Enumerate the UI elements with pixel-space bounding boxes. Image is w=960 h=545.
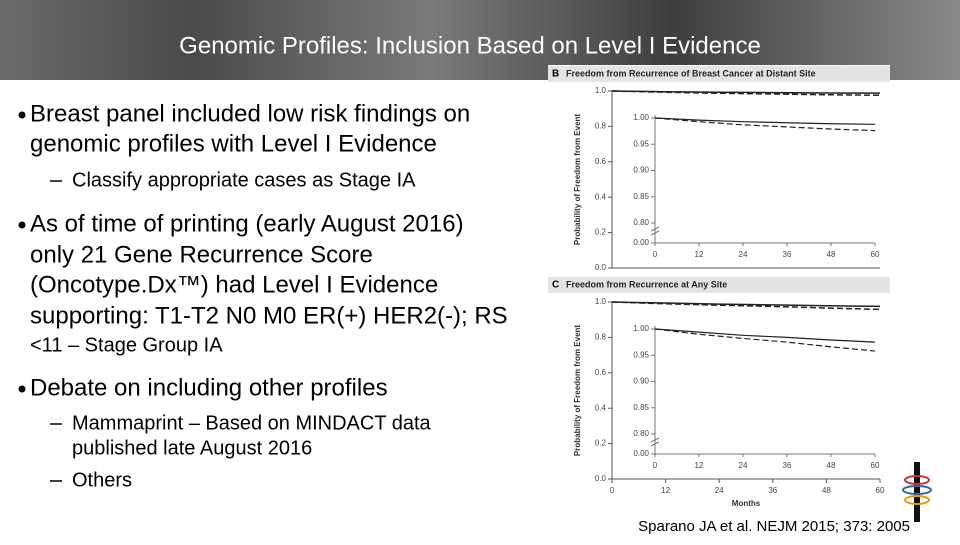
inset-y-tick-label: 0.95 bbox=[633, 350, 649, 359]
bullet-text: Breast panel included low risk findings … bbox=[30, 100, 470, 127]
inset-x-tick-label: 12 bbox=[695, 461, 704, 470]
x-axis-label: Months bbox=[732, 499, 761, 508]
panel-header bbox=[548, 277, 890, 293]
y-tick-label: 0.6 bbox=[595, 368, 607, 377]
inset-x-tick-label: 0 bbox=[653, 250, 658, 259]
inset-y-tick-label: 0.85 bbox=[633, 403, 649, 412]
y-tick-label: 0.4 bbox=[595, 403, 607, 412]
inset-x-tick-label: 12 bbox=[695, 250, 704, 259]
inset-x-tick-label: 24 bbox=[739, 250, 748, 259]
y-tick-label: 0.2 bbox=[595, 439, 607, 448]
inset-y-tick-label: 0.00 bbox=[633, 449, 649, 458]
inset-y-tick-label: 0.80 bbox=[633, 429, 649, 438]
panel-letter: C bbox=[552, 280, 559, 291]
y-tick-label: 1.0 bbox=[595, 86, 607, 95]
y-tick-label: 0.2 bbox=[595, 228, 607, 237]
inset-line-series bbox=[654, 117, 876, 125]
inset-x-tick-label: 60 bbox=[871, 250, 880, 259]
y-tick-label: 0.6 bbox=[595, 157, 607, 166]
inset-line-series bbox=[654, 328, 876, 343]
sub-bullet-text: Others bbox=[72, 469, 132, 491]
inset-x-tick-label: 24 bbox=[739, 461, 748, 470]
slide-title: Genomic Profiles: Inclusion Based on Lev… bbox=[179, 32, 761, 59]
x-tick-label: 60 bbox=[876, 486, 885, 495]
inset-x-tick-label: 60 bbox=[871, 461, 880, 470]
y-tick-label: 0.8 bbox=[595, 122, 607, 131]
y-tick-label: 0.4 bbox=[595, 192, 607, 201]
inset-x-tick-label: 36 bbox=[783, 461, 792, 470]
bullet-text: <11 – Stage Group IA bbox=[30, 334, 223, 356]
inset-axis-break bbox=[650, 437, 660, 447]
inset-line-series bbox=[654, 117, 876, 132]
inset-line-series bbox=[654, 328, 876, 352]
bullet-text: genomic profiles with Level I Evidence bbox=[30, 130, 437, 157]
x-tick-label: 12 bbox=[661, 486, 670, 495]
inset-x-tick-label: 48 bbox=[827, 461, 836, 470]
y-axis-label: Probability of Freedom from Event bbox=[573, 325, 582, 456]
inset-x-tick-label: 36 bbox=[783, 250, 792, 259]
bullet-dot bbox=[18, 111, 26, 119]
inset-y-tick-label: 0.80 bbox=[633, 218, 649, 227]
inset-y-tick-label: 0.95 bbox=[633, 139, 649, 148]
bullet-dot bbox=[18, 385, 26, 393]
x-tick-label: 48 bbox=[822, 486, 831, 495]
x-tick-label: 24 bbox=[715, 486, 724, 495]
y-axis-label: Probability of Freedom from Event bbox=[573, 114, 582, 245]
bullet-text: supporting: T1-T2 N0 M0 ER(+) HER2(-); R… bbox=[30, 302, 508, 329]
x-tick-label: 0 bbox=[610, 486, 615, 495]
panel-letter: B bbox=[552, 69, 559, 80]
line-series bbox=[611, 90, 881, 94]
x-tick-label: 36 bbox=[768, 486, 777, 495]
bullet-text: only 21 Gene Recurrence Score bbox=[30, 241, 373, 268]
panel-header bbox=[548, 66, 890, 82]
bullet-text: As of time of printing (early August 201… bbox=[30, 210, 464, 237]
sub-bullet-text: Mammaprint – Based on MINDACT data bbox=[72, 412, 432, 434]
sub-bullet-text: published late August 2016 bbox=[72, 437, 312, 459]
line-series bbox=[611, 301, 881, 308]
inset-x-tick-label: 0 bbox=[653, 461, 658, 470]
citation: Sparano JA et al. NEJM 2015; 373: 2005 bbox=[638, 518, 910, 535]
inset-y-tick-label: 1.00 bbox=[633, 113, 649, 122]
inset-y-tick-label: 1.00 bbox=[633, 324, 649, 333]
inset-y-tick-label: 0.90 bbox=[633, 166, 649, 175]
inset-axis-break bbox=[650, 226, 660, 236]
y-tick-label: 0.0 bbox=[595, 474, 607, 483]
bullet-text: (Oncotype.Dx™) had Level I Evidence bbox=[30, 271, 438, 298]
panel-title: Freedom from Recurrence at Any Site bbox=[566, 279, 727, 289]
y-tick-label: 0.8 bbox=[595, 333, 607, 342]
y-tick-label: 1.0 bbox=[595, 297, 607, 306]
logo bbox=[902, 462, 932, 522]
inset-x-tick-label: 48 bbox=[827, 250, 836, 259]
inset-y-tick-label: 0.00 bbox=[633, 238, 649, 247]
bullet-text: Debate on including other profiles bbox=[30, 374, 388, 401]
bullet-dot bbox=[18, 221, 26, 229]
y-tick-label: 0.0 bbox=[595, 263, 607, 272]
sub-bullet-text: Classify appropriate cases as Stage IA bbox=[72, 169, 416, 191]
inset-y-tick-label: 0.90 bbox=[633, 377, 649, 386]
panel-title: Freedom from Recurrence of Breast Cancer… bbox=[566, 68, 816, 78]
inset-y-tick-label: 0.85 bbox=[633, 192, 649, 201]
